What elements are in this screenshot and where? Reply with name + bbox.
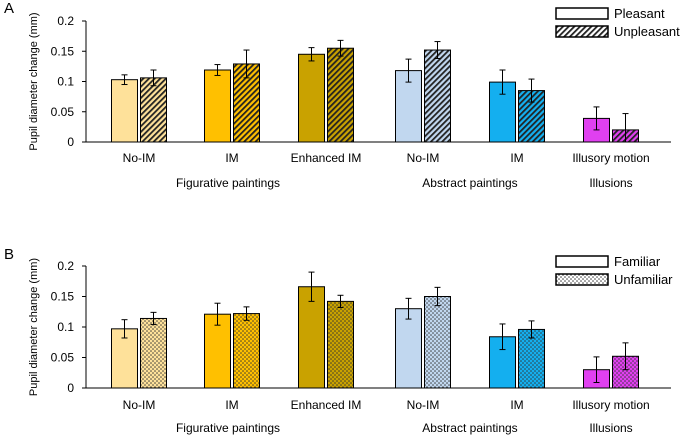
category-label: Illusory motion — [572, 398, 649, 412]
category-label: No-IM — [407, 398, 440, 412]
bar-pleasant-1 — [111, 79, 138, 143]
category-label: IM — [225, 398, 238, 412]
bar-pleasant-4 — [395, 70, 422, 143]
panel-a: A 0 0.05 0.1 0.15 0.2 Pupil diameter change (m… — [4, 0, 680, 190]
category-label: Illusory motion — [572, 151, 649, 165]
y-tick-label: 0 — [67, 381, 74, 395]
legend-swatch-unpleasant — [555, 25, 609, 38]
category-label: IM — [225, 151, 238, 165]
group-label: Illusions — [589, 421, 632, 435]
legend-swatch-familiar — [555, 255, 609, 268]
legend-label: Pleasant — [614, 6, 665, 21]
bar-pleasant-3 — [298, 53, 325, 143]
bar-familiar-1 — [111, 328, 138, 389]
group-label: Figurative paintings — [176, 421, 280, 435]
bar-unfamiliar-4 — [424, 296, 451, 389]
bar-unfamiliar-2 — [233, 313, 260, 389]
y-tick-label: 0.05 — [51, 351, 75, 365]
legend-label: Unfamiliar — [614, 272, 673, 287]
y-tick-label: 0.2 — [57, 14, 74, 28]
y-tick-label: 0.05 — [51, 105, 75, 119]
bar-unpleasant-1 — [140, 77, 167, 143]
panel-label: A — [4, 0, 14, 17]
bar-familiar-3 — [298, 286, 325, 389]
y-axis-label: Pupil diameter change (mm) — [28, 12, 40, 150]
bar-unfamiliar-1 — [140, 317, 167, 389]
group-label: Abstract paintings — [422, 421, 517, 435]
panel-label: B — [4, 246, 14, 263]
category-label: No-IM — [407, 151, 440, 165]
category-label: No-IM — [123, 398, 156, 412]
bar-familiar-4 — [395, 308, 422, 389]
panel-b: B 0 0.05 0.1 0.15 0.2 Pupil diameter change (m… — [4, 246, 673, 435]
bar-unpleasant-4 — [424, 49, 451, 143]
category-label: IM — [510, 151, 523, 165]
y-tick-label: 0.1 — [57, 320, 74, 334]
bar-unpleasant-3 — [327, 47, 354, 143]
y-tick-label: 0.2 — [57, 259, 74, 273]
y-tick-label: 0 — [67, 135, 74, 149]
y-axis-label: Pupil diameter change (mm) — [28, 258, 40, 396]
category-label: Enhanced IM — [291, 151, 362, 165]
legend-swatch-unfamiliar — [555, 273, 609, 286]
group-label: Figurative paintings — [176, 176, 280, 190]
bar-familiar-2 — [204, 313, 231, 389]
legend-swatch-pleasant — [555, 7, 609, 20]
group-label: Abstract paintings — [422, 176, 517, 190]
legend-label: Unpleasant — [614, 24, 680, 39]
bar-unfamiliar-3 — [327, 300, 354, 389]
group-label: Illusions — [589, 176, 632, 190]
category-label: IM — [510, 398, 523, 412]
category-label: No-IM — [123, 151, 156, 165]
y-tick-label: 0.1 — [57, 75, 74, 89]
category-label: Enhanced IM — [291, 398, 362, 412]
y-tick-label: 0.15 — [51, 290, 75, 304]
legend-label: Familiar — [614, 254, 661, 269]
y-tick-label: 0.15 — [51, 44, 75, 58]
bar-pleasant-2 — [204, 69, 231, 143]
